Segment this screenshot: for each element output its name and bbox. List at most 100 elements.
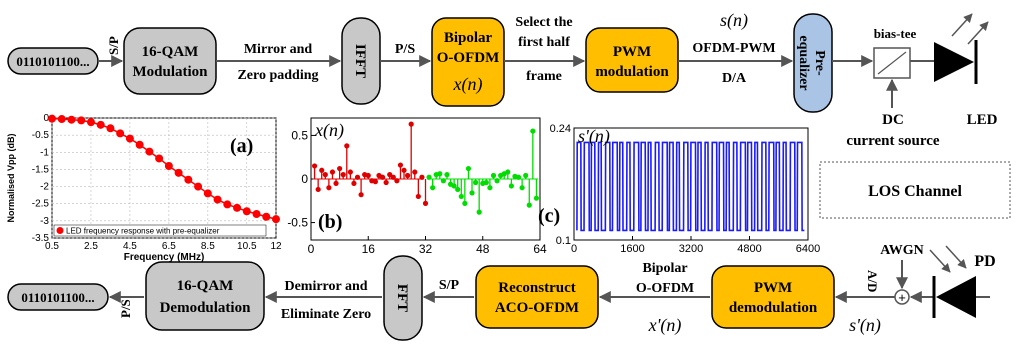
mirror-label-1: Mirror and [244, 42, 313, 57]
chart-a-data-point [194, 182, 203, 191]
preeq-line2: equalizer [796, 35, 811, 90]
chart-b-stem-point [472, 179, 479, 186]
chart-a-led-frequency-response: 0.5 2.5 4.5 6.5 8.5 10.5 12 0 -0.5 -1 -1.5 -2 -2.5 -3… [6, 113, 282, 263]
chart-b-stem-point [315, 186, 321, 193]
qam-demodulation-block: 16-QAM Demodulation [145, 261, 265, 331]
chart-a-xtick-label: 4.5 [123, 241, 137, 252]
chart-b-stem-point [351, 180, 357, 186]
bipolar-line1: Bipolar [444, 30, 493, 46]
qam-demod-line1: 16-QAM [177, 278, 234, 294]
chart-b-stem-point [469, 190, 475, 196]
dc-label-2: current source [846, 133, 940, 149]
bias-tee-block: bias-tee [873, 26, 917, 79]
ofdm-pwm-label: OFDM-PWM [692, 41, 775, 56]
chart-c-xtick-label: 0 [571, 243, 577, 255]
mirror-label-2: Zero padding [237, 68, 318, 83]
chart-a-legend-text: LED frequency response with pre-equalize… [66, 227, 220, 236]
qam-modulation-block: 16-QAM Modulation [123, 27, 217, 95]
chart-b-ytick-label: 0.5 [291, 128, 308, 142]
bias-tee-label: bias-tee [874, 26, 917, 41]
chart-c-ytick-label: 0.24 [550, 123, 571, 135]
pd-label: PD [974, 253, 995, 270]
chart-a-data-point [135, 140, 144, 149]
pwm-mod-line2: modulation [595, 64, 669, 80]
chart-b-stem-point [397, 162, 404, 168]
adder-node: + [894, 289, 910, 305]
select-label-2: first half [518, 35, 570, 50]
bipolar-oofdm-block: Bipolar O-OFDM x(n) [431, 17, 505, 107]
chart-a-data-point [252, 210, 261, 218]
chart-a-data-point [77, 116, 86, 125]
chart-b-stem-point [526, 202, 532, 208]
chart-b-stem-point [508, 183, 514, 189]
chart-b-stem-point [483, 179, 489, 186]
chart-c-xtick-label: 6400 [796, 243, 820, 255]
xn-label: x(n) [453, 74, 483, 95]
chart-b-stem-point [422, 200, 429, 206]
pwm-demod-line2: demodulation [729, 300, 818, 316]
fft-text: FFT [394, 284, 410, 312]
xpn-label: x'(n) [648, 315, 682, 336]
chart-a-xtick-label: 10.5 [237, 241, 257, 252]
bipolar-line2: O-OFDM [437, 50, 499, 66]
chart-b-stem-point [476, 209, 482, 215]
sn-label: s(n) [720, 10, 748, 31]
ifft-text: IFFT [352, 44, 368, 78]
chart-b-stem-point [311, 163, 318, 169]
pre-equalizer-block: Pre- equalizer [793, 13, 833, 113]
chart-b-stem-point [430, 185, 436, 191]
chart-b-panel-label: (b) [318, 211, 342, 233]
chart-a-data-point [57, 115, 66, 124]
pd-icon [929, 245, 990, 318]
dc-label-1: DC [882, 112, 904, 128]
chart-b-stem-point [401, 167, 407, 173]
output-bits-block: 0110101100... [7, 283, 109, 311]
qam-mod-line2: Modulation [132, 64, 208, 80]
chart-a-ylabel: Normalised Vpp (dB) [6, 133, 16, 222]
chart-b-stem-point [347, 169, 353, 175]
chart-b-xtick-label: 48 [476, 242, 490, 256]
chart-b-stem-point [358, 192, 364, 198]
chart-a-data-point [223, 200, 232, 209]
chart-a-xtick-label: 0.5 [45, 241, 59, 252]
chart-b-stem-point [530, 128, 536, 134]
preeq-line1: Pre- [812, 50, 827, 76]
pwm-modulation-block: PWM modulation [585, 27, 679, 93]
chart-b-stem-point [337, 165, 343, 172]
chart-a-data-point [96, 120, 105, 129]
chart-a-data-point [262, 212, 271, 221]
chart-b-stem-point [344, 143, 350, 149]
chart-c-ylabel: s'(n) [578, 126, 610, 147]
input-bits-block: 0110101100... [7, 47, 99, 75]
chart-b-ylabel: x(n) [314, 120, 344, 141]
chart-a-xtick-label: 12 [270, 241, 282, 252]
led-label: LED [967, 112, 998, 128]
chart-b-stem-point [387, 172, 393, 178]
chart-b-stem-point [490, 172, 497, 179]
select-label-1: Select the [515, 15, 572, 30]
chart-a-ytick-label: 0 [43, 113, 49, 124]
bipolar-bottom-2: O-OFDM [636, 281, 694, 296]
chart-b-stem-point [505, 169, 511, 175]
chart-b-stem-point [340, 172, 346, 178]
qam-mod-line1: 16-QAM [142, 44, 199, 60]
chart-b-stem-point [458, 193, 464, 200]
chart-a-ytick-label: -3.5 [32, 233, 50, 244]
chart-a-ytick-label: -2.5 [32, 199, 50, 210]
qam-demod-line2: Demodulation [160, 300, 252, 316]
led-icon [934, 13, 989, 84]
pwm-demodulation-block: PWM demodulation [711, 265, 835, 329]
chart-c-waveform [576, 141, 805, 232]
da-label: D/A [722, 71, 747, 86]
chart-a-data-point [174, 168, 183, 177]
chart-b-stem-point [322, 172, 328, 178]
adder-plus: + [898, 290, 906, 305]
chart-a-ytick-label: -2 [40, 182, 49, 193]
ps-top-label: P/S [395, 42, 415, 57]
awgn-label: AWGN [880, 243, 924, 258]
chart-a-ytick-label: -0.5 [32, 130, 50, 141]
chart-a-data-point [213, 195, 222, 204]
chart-a-ytick-label: -1.5 [32, 164, 50, 175]
chart-c-panel-label: (c) [538, 205, 560, 227]
